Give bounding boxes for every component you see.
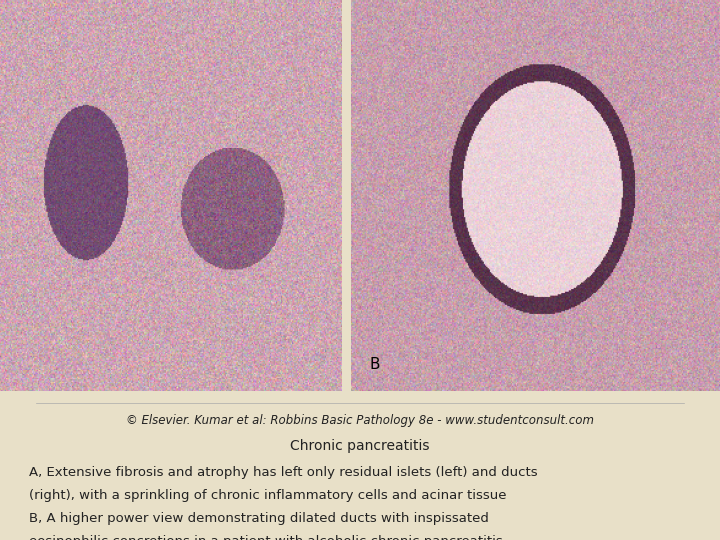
Text: © Elsevier. Kumar et al: Robbins Basic Pathology 8e - www.studentconsult.com: © Elsevier. Kumar et al: Robbins Basic P…	[126, 414, 594, 427]
Text: B, A higher power view demonstrating dilated ducts with inspissated: B, A higher power view demonstrating dil…	[29, 512, 489, 525]
Text: B: B	[370, 357, 380, 372]
Text: eosinophilic concretions in a patient with alcoholic chronic pancreatitis.: eosinophilic concretions in a patient wi…	[29, 535, 507, 540]
Text: (right), with a sprinkling of chronic inflammatory cells and acinar tissue: (right), with a sprinkling of chronic in…	[29, 489, 506, 502]
Text: Chronic pancreatitis: Chronic pancreatitis	[290, 439, 430, 453]
Text: A, Extensive fibrosis and atrophy has left only residual islets (left) and ducts: A, Extensive fibrosis and atrophy has le…	[29, 465, 537, 479]
